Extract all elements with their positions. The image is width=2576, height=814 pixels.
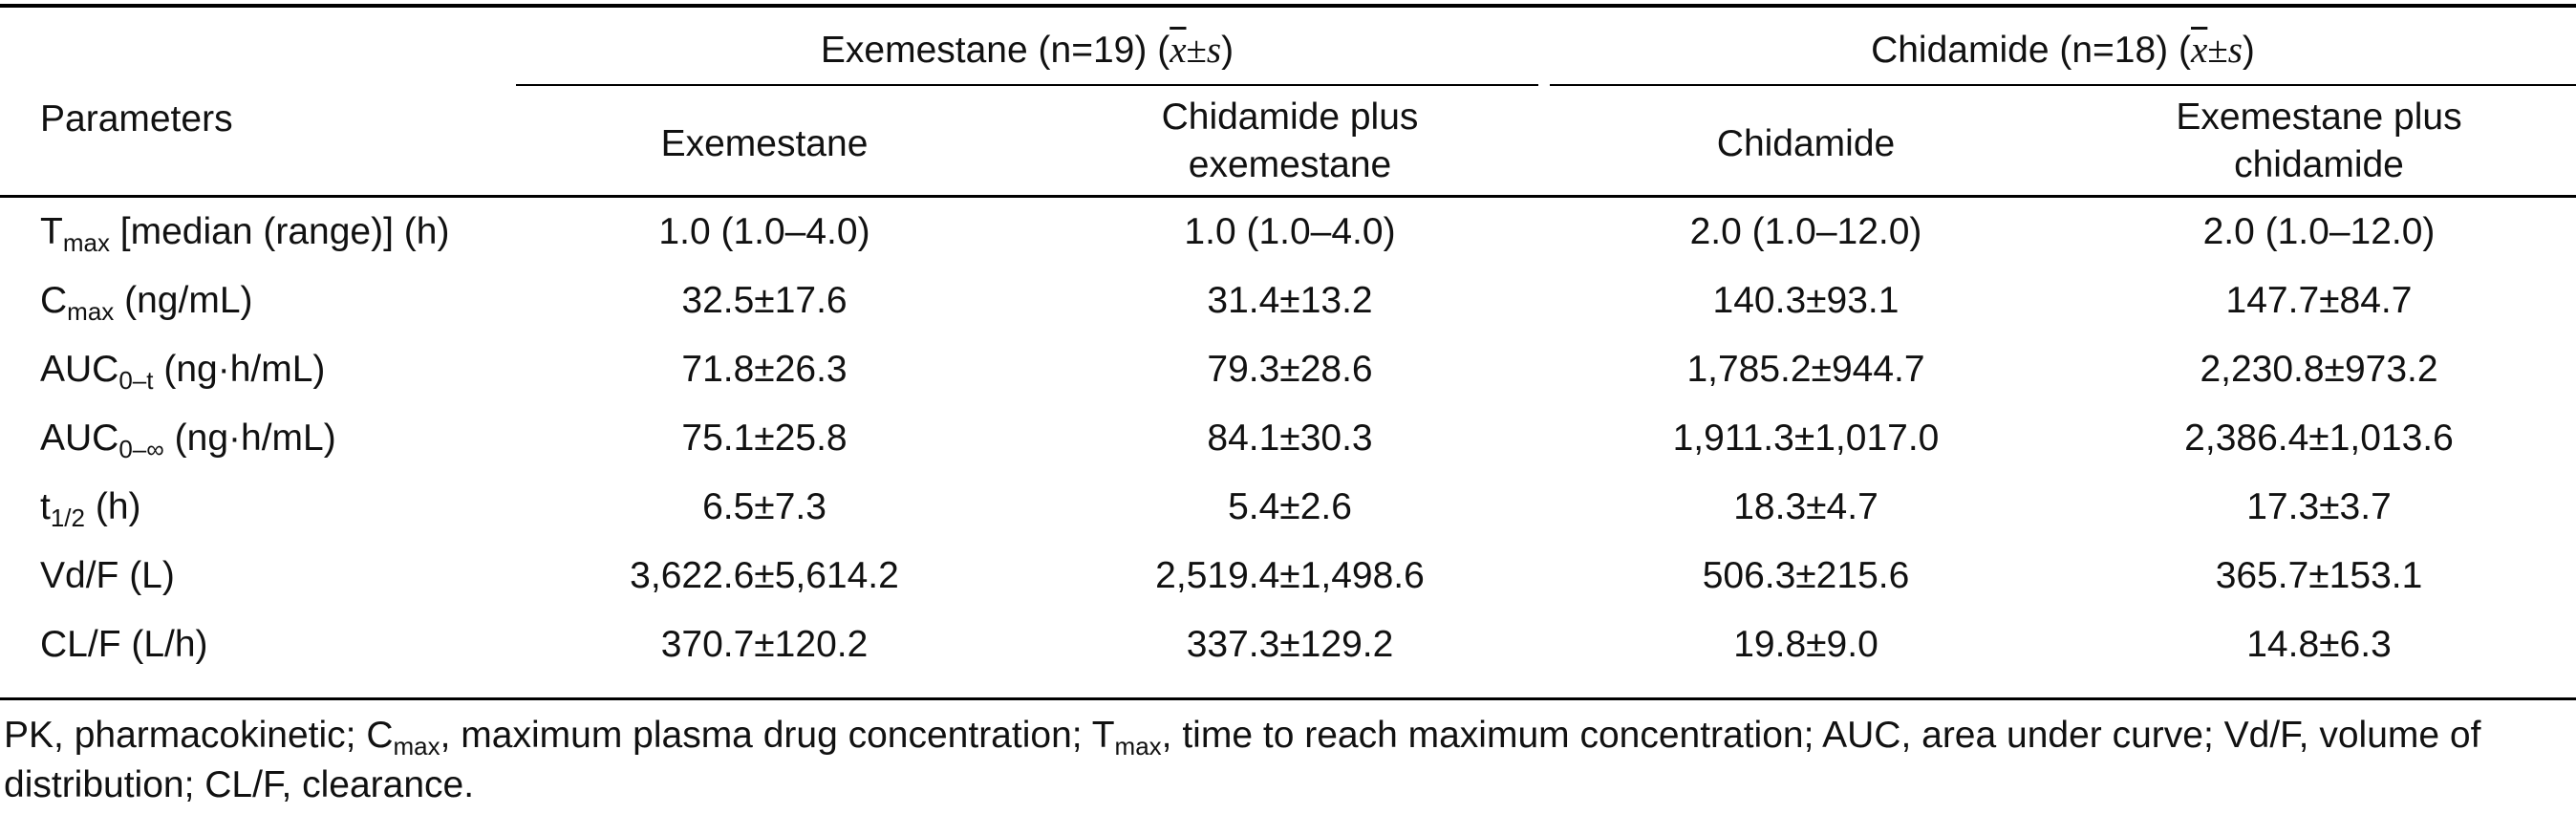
table-row: CL/F (L/h) 370.7±120.2 337.3±129.2 19.8±9.0… [0,621,2576,680]
table-cell: 19.8±9.0 [1733,624,1878,665]
table-cell: 18.3±4.7 [1733,486,1878,527]
group2-header: Chidamide (n=18) (x±s) [1550,27,2576,75]
parameter-subscript: 1/2 [50,503,85,532]
row-parameter: Tmax [median (range)] (h) [40,208,449,256]
table-cell: 506.3±215.6 [1702,555,1910,596]
parameter-subscript: 0–t [118,366,154,395]
table-cell: 365.7±153.1 [2215,555,2423,596]
table-cell: 79.3±28.6 [1207,349,1373,390]
parameter-symbol: Vd/F (L) [40,555,175,596]
group1-stat-pm: ± [1186,30,1207,71]
group1-stat-open: ( [1157,30,1170,71]
row-parameter: Cmax (ng/mL) [40,277,253,325]
parameter-symbol: AUC [40,349,119,390]
table-row: Tmax [median (range)] (h) 1.0 (1.0–4.0) 1.… [0,208,2576,268]
bottom-rule [0,697,2576,700]
parameter-subscript: 0–∞ [118,435,164,463]
table-row: AUC0–∞ (ng·h/mL) 75.1±25.8 84.1±30.3 1,911.… [0,415,2576,474]
parameter-symbol: C [40,280,68,321]
col-header-exemestane: Exemestane [660,123,869,164]
table-cell: 1,785.2±944.7 [1686,349,1925,390]
parameter-unit: (ng/mL) [114,280,253,321]
table-cell: 5.4±2.6 [1228,486,1352,527]
table-cell: 31.4±13.2 [1207,280,1373,321]
group1-stat-xbar: x [1170,30,1187,71]
table-cell: 337.3±129.2 [1186,624,1394,665]
group2-underline [1550,84,2576,86]
parameters-header: Parameters [40,98,233,139]
group1-underline [516,84,1538,86]
parameter-symbol: T [40,211,63,252]
group1-header: Exemestane (n=19) (x±s) [516,27,1538,75]
parameter-symbol: t [40,486,51,527]
table-cell: 1.0 (1.0–4.0) [658,211,870,252]
parameter-subscript: max [62,228,110,257]
group2-stat-xbar: x [2191,30,2208,71]
table-footnote: PK, pharmacokinetic; Cmax, maximum plasm… [4,711,2565,810]
group2-name: Chidamide (n=18) [1871,30,2169,71]
table-row: AUC0–t (ng·h/mL) 71.8±26.3 79.3±28.6 1,785.… [0,346,2576,405]
footnote-part-1: PK, pharmacokinetic; C [4,715,394,756]
table-cell: 2,519.4±1,498.6 [1155,555,1425,596]
table-cell: 32.5±17.6 [681,280,848,321]
col-header-chidamide-plus-exemestane: Chidamide plus exemestane [1161,96,1419,185]
row-parameter: Vd/F (L) [40,552,175,600]
table-cell: 2.0 (1.0–12.0) [1689,211,1922,252]
table-cell: 147.7±84.7 [2225,280,2413,321]
table-cell: 3,622.6±5,614.2 [630,555,899,596]
row-parameter: CL/F (L/h) [40,621,208,669]
group1-name: Exemestane (n=19) [820,30,1148,71]
footnote-sub-2: max [1114,732,1162,760]
group1-stat-close: ) [1221,30,1234,71]
parameter-unit: (ng·h/mL) [153,349,326,390]
table-cell: 2,230.8±973.2 [2200,349,2438,390]
group2-stat-close: ) [2242,30,2255,71]
table-cell: 17.3±3.7 [2246,486,2392,527]
table-row: t1/2 (h) 6.5±7.3 5.4±2.6 18.3±4.7 17.3±3.7 [0,483,2576,543]
header-rule [0,195,2576,198]
parameter-subscript: max [67,297,115,326]
table-row: Vd/F (L) 3,622.6±5,614.2 2,519.4±1,498.6 50… [0,552,2576,611]
col-header-chidamide: Chidamide [1716,123,1896,164]
table-cell: 14.8±6.3 [2246,624,2392,665]
parameter-symbol: AUC [40,418,119,459]
table-cell: 2.0 (1.0–12.0) [2202,211,2436,252]
parameter-symbol: CL/F (L/h) [40,624,208,665]
table-cell: 1.0 (1.0–4.0) [1184,211,1396,252]
footnote-sub-1: max [393,732,440,760]
top-rule [0,4,2576,8]
group2-stat-s: s [2227,30,2243,71]
table-row: Cmax (ng/mL) 32.5±17.6 31.4±13.2 140.3±93.1… [0,277,2576,336]
table-cell: 6.5±7.3 [702,486,826,527]
footnote-part-3: , time to reach maximum concentration; A… [4,715,2481,805]
table-cell: 71.8±26.3 [681,349,848,390]
parameter-unit: [median (range)] (h) [109,211,450,252]
group2-stat-open: ( [2179,30,2192,71]
table-cell: 84.1±30.3 [1207,418,1373,459]
group1-stat-s: s [1206,30,1222,71]
table-cell: 370.7±120.2 [660,624,869,665]
group2-stat-pm: ± [2207,30,2228,71]
row-parameter: AUC0–∞ (ng·h/mL) [40,415,336,462]
table-cell: 140.3±93.1 [1712,280,1900,321]
parameter-unit: (ng·h/mL) [163,418,336,459]
row-parameter: t1/2 (h) [40,483,141,531]
footnote-part-2: , maximum plasma drug concentration; T [440,715,1115,756]
col-header-exemestane-plus-chidamide: Exemestane plus chidamide [2176,96,2462,185]
table-cell: 2,386.4±1,013.6 [2184,418,2454,459]
parameter-unit: (h) [85,486,141,527]
table-cell: 75.1±25.8 [681,418,848,459]
row-parameter: AUC0–t (ng·h/mL) [40,346,325,394]
table-cell: 1,911.3±1,017.0 [1672,418,1940,459]
